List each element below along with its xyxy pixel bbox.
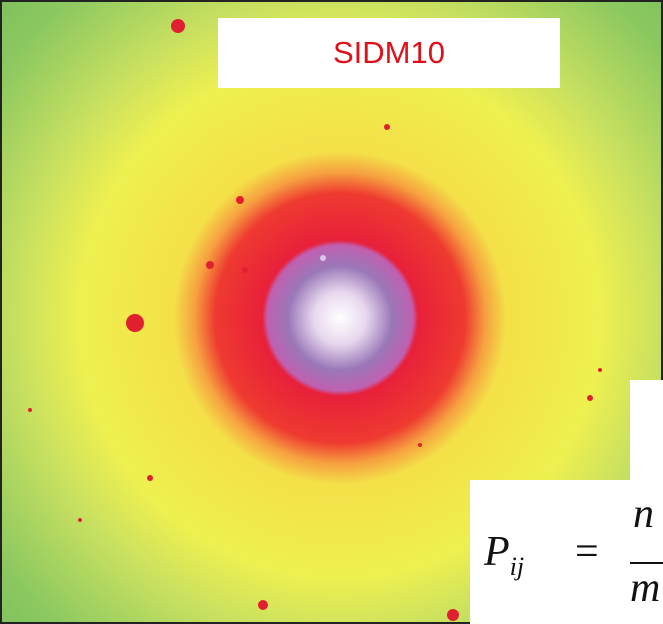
formula-lhs: Pij	[484, 528, 524, 581]
fraction-bar	[630, 562, 663, 564]
model-label: SIDM10	[218, 18, 560, 88]
formula: Pij = n m	[470, 480, 663, 624]
denominator: m	[630, 565, 661, 611]
subhalo	[320, 255, 326, 261]
subhalos	[28, 19, 602, 621]
equals: =	[575, 529, 599, 575]
subscript: ij	[509, 552, 525, 581]
formula-panel	[630, 380, 663, 480]
symbol: P	[484, 529, 510, 575]
numerator: n	[633, 491, 654, 537]
